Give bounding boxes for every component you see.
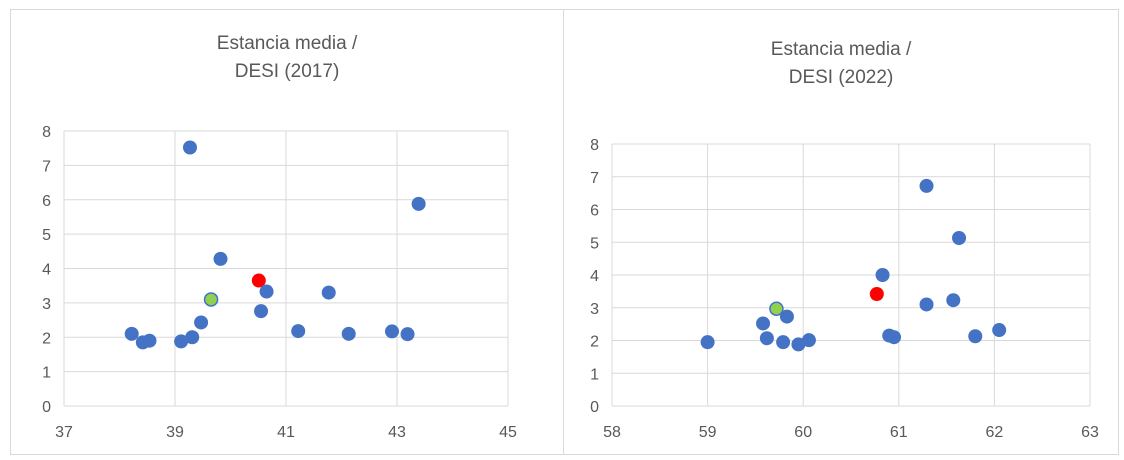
data-point: [182, 140, 197, 155]
data-point: [124, 326, 139, 341]
chart-title: Estancia media / DESI (2022): [564, 36, 1118, 92]
data-point: [875, 268, 890, 282]
data-point: [919, 178, 934, 193]
data-point: [791, 337, 806, 352]
y-tick-label: 1: [590, 366, 599, 383]
scatter-plot-2022: 0 1 2 3 4 5 6 7 8 58 59 60 61 62 63: [590, 137, 1099, 441]
chart-panel-2022: Estancia media / DESI (2022) 0 1 2 3 4 5 6 7 8 58…: [563, 9, 1119, 455]
data-point: [341, 326, 356, 341]
data-point: [385, 324, 400, 339]
data-point-highlight-red: [869, 286, 884, 301]
y-tick-label: 1: [42, 365, 51, 382]
y-tick-label: 3: [590, 301, 599, 318]
data-point: [968, 329, 983, 344]
x-tick-label: 59: [699, 424, 717, 441]
y-tick-label: 2: [42, 330, 51, 347]
y-tick-label: 5: [590, 235, 599, 252]
data-point: [952, 230, 967, 245]
data-point: [194, 315, 209, 330]
data-point: [887, 330, 902, 345]
y-tick-label: 7: [590, 170, 599, 187]
data-point: [700, 335, 715, 350]
y-tick-label: 0: [590, 399, 599, 416]
chart-title: Estancia media / DESI (2017): [11, 30, 563, 86]
chart-panel-2017: Estancia media / DESI (2017) 0 1 2 3 4 5 6 7 8 37…: [10, 9, 564, 455]
x-tick-label: 61: [890, 424, 908, 441]
data-point: [946, 293, 961, 308]
data-point: [776, 335, 791, 350]
x-tick-label: 45: [499, 424, 517, 441]
chart-title-line-1: Estancia media /: [770, 39, 912, 60]
data-point: [213, 251, 228, 266]
x-tick-label: 62: [986, 424, 1004, 441]
data-point: [411, 196, 426, 211]
data-point-highlight-green: [203, 292, 219, 307]
data-point: [801, 333, 816, 348]
y-tick-label: 0: [42, 399, 51, 416]
data-point: [992, 323, 1007, 338]
data-point: [321, 285, 336, 300]
chart-title-line-2: DESI (2017): [234, 61, 340, 82]
x-tick-label: 60: [794, 424, 812, 441]
data-point: [174, 334, 189, 349]
data-point: [142, 333, 157, 348]
data-point-highlight-green: [769, 301, 784, 316]
y-tick-label: 2: [590, 334, 599, 351]
y-tick-label: 6: [42, 193, 51, 210]
data-point: [254, 304, 269, 319]
data-point: [400, 327, 415, 342]
chart-title-line-1: Estancia media /: [216, 33, 358, 54]
x-tick-label: 58: [603, 424, 621, 441]
y-tick-label: 6: [590, 203, 599, 220]
y-tick-label: 5: [42, 227, 51, 244]
x-tick-label: 41: [277, 424, 295, 441]
y-tick-label: 8: [42, 124, 51, 141]
data-point: [291, 324, 306, 339]
y-tick-label: 8: [590, 137, 599, 154]
x-tick-label: 63: [1081, 424, 1099, 441]
x-tick-label: 37: [55, 424, 73, 441]
x-tick-label: 43: [388, 424, 406, 441]
y-tick-label: 4: [42, 262, 51, 279]
y-tick-label: 7: [42, 158, 51, 175]
data-point: [759, 331, 774, 346]
x-tick-label: 39: [166, 424, 184, 441]
y-tick-label: 3: [42, 296, 51, 313]
data-point-highlight-red: [251, 273, 266, 288]
y-tick-label: 4: [590, 268, 599, 285]
data-point: [779, 309, 794, 324]
chart-title-line-2: DESI (2022): [788, 67, 894, 88]
data-point: [185, 330, 200, 345]
data-point: [919, 297, 934, 312]
data-point: [756, 316, 771, 331]
data-point: [259, 284, 274, 299]
